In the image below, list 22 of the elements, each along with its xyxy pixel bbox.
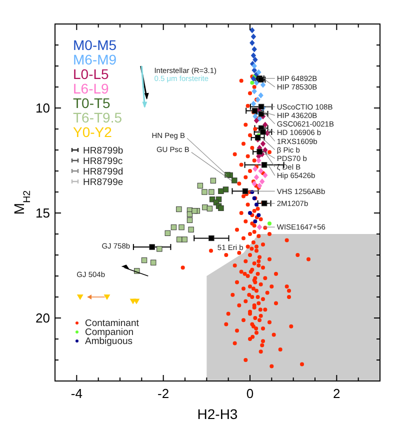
text: L0-L5 bbox=[73, 66, 110, 82]
y-tick-label: 10 bbox=[36, 100, 50, 116]
legend-label: HR8799c bbox=[83, 156, 123, 167]
x-axis-title: H2-H3 bbox=[197, 406, 238, 422]
text: L6-L9 bbox=[73, 80, 110, 96]
legend-label: Contaminant bbox=[85, 318, 140, 329]
legend-label: HR8799d bbox=[83, 166, 124, 178]
text: Y0-Y2 bbox=[73, 124, 112, 140]
y-tick-label: 15 bbox=[36, 206, 50, 221]
x-tick-label: -4 bbox=[70, 386, 82, 401]
legend-label: Ambiguous bbox=[85, 336, 133, 347]
text: M6-M9 bbox=[73, 52, 117, 68]
x-tick-label: -2 bbox=[158, 386, 170, 401]
legend-label: HR8799b bbox=[83, 146, 124, 156]
text: T0-T5 bbox=[73, 95, 111, 111]
text: M0-M5 bbox=[73, 37, 117, 53]
x-tick-label: 2 bbox=[333, 386, 340, 401]
x-tick-label: 0 bbox=[246, 386, 254, 401]
text: T6-T9.5 bbox=[73, 110, 122, 126]
legend-label: Companion bbox=[85, 327, 134, 338]
y-tick-label: 20 bbox=[36, 310, 50, 326]
legend-label: HR8799e bbox=[83, 177, 124, 188]
